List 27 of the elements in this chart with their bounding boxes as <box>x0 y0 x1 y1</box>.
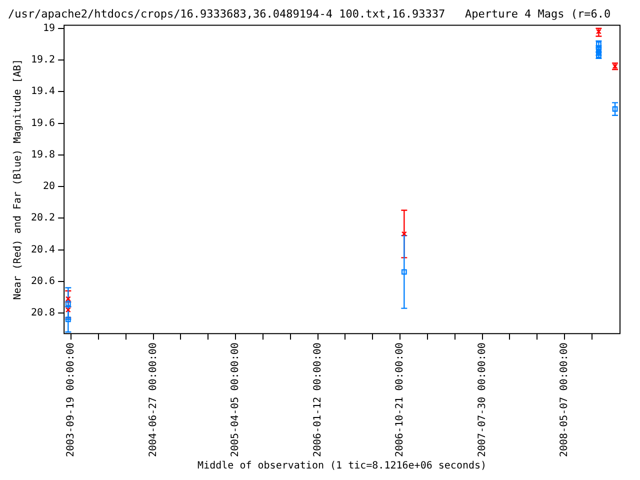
y-tick-label: 20.6 <box>30 276 56 288</box>
y-tick-label: 20.8 <box>30 308 56 319</box>
y-tick-label: 19.2 <box>30 54 56 66</box>
y-axis-title: Near (Red) and Far (Blue) Magnitude [AB] <box>12 58 24 300</box>
point <box>65 300 71 306</box>
x-tick-label: 2007-07-30 00:00:00 <box>476 342 488 457</box>
point <box>65 307 71 313</box>
point <box>401 231 407 237</box>
point <box>401 269 407 275</box>
chart-title: /usr/apache2/htdocs/crops/16.9333683,36.0489194-4 100.txt,16.93337 Aperture 4 Mags (r=6.0 <box>8 7 611 20</box>
x-axis-title: Middle of observation (1 tic=8.1216e+06 seconds) <box>198 460 487 472</box>
y-tick-label: 20.4 <box>30 244 56 256</box>
y-tick-label: 20.2 <box>30 212 56 224</box>
point <box>65 316 71 322</box>
y-tick-label: 19 <box>43 22 56 34</box>
y-tick-label: 19.8 <box>30 149 56 160</box>
point <box>612 106 618 112</box>
x-tick-label: 2006-10-21 00:00:00 <box>394 342 406 457</box>
y-tick-label: 19.6 <box>30 118 56 129</box>
x-tick-label: 2003-09-19 00:00:00 <box>66 342 77 457</box>
point <box>596 28 602 34</box>
y-tick-label: 20 <box>43 181 56 192</box>
x-tick-label: 2006-01-12 00:00:00 <box>312 342 324 457</box>
x-tick-label: 2008-05-07 00:00:00 <box>559 342 570 457</box>
x-tick-label: 2004-06-27 00:00:00 <box>148 342 159 457</box>
x-tick-label: 2005-04-05 00:00:00 <box>230 342 242 457</box>
y-tick-label: 19.4 <box>30 86 56 98</box>
